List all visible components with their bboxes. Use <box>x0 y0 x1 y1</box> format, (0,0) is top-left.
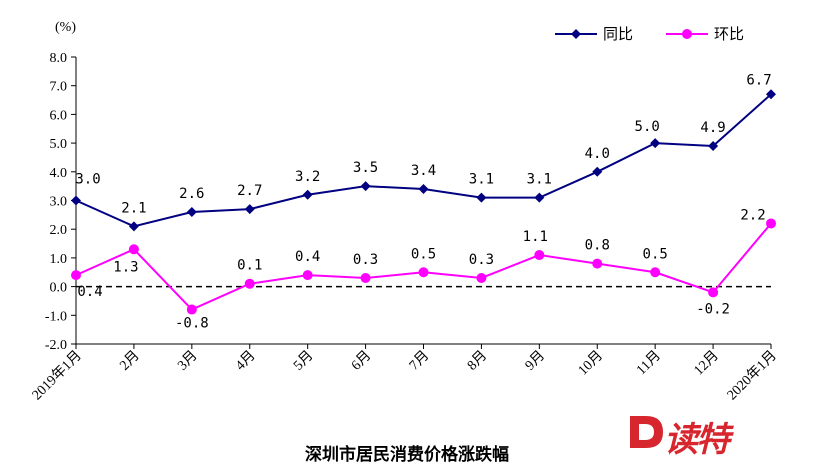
series-point <box>186 304 197 315</box>
data-label: 3.4 <box>411 163 436 179</box>
series-point <box>708 140 719 151</box>
x-tick-label: 5月 <box>290 348 316 374</box>
data-label: 1.1 <box>523 229 548 245</box>
legend-marker <box>682 29 692 39</box>
x-tick-label: 6月 <box>348 348 374 374</box>
watermark-logo: 读特 <box>626 410 776 466</box>
data-label: 5.0 <box>635 119 660 135</box>
x-tick-label: 9月 <box>522 348 548 374</box>
data-label: 0.8 <box>585 238 610 254</box>
series-point <box>186 206 197 217</box>
data-label: 4.9 <box>700 120 725 136</box>
data-label: 3.1 <box>469 172 494 188</box>
data-label: 0.3 <box>353 252 378 268</box>
data-label: 6.7 <box>746 72 771 88</box>
data-label: 0.1 <box>237 258 262 274</box>
series-point <box>708 287 719 298</box>
data-label: 0.5 <box>411 246 436 262</box>
x-tick-label: 12月 <box>691 348 722 379</box>
legend-label: 同比 <box>603 25 633 43</box>
data-label: 0.3 <box>469 252 494 268</box>
series-point <box>360 181 371 192</box>
data-label: 3.5 <box>353 160 378 176</box>
y-tick-label: -2.0 <box>45 338 67 353</box>
x-tick-label: 2019年1月 <box>29 348 85 404</box>
series-layer <box>71 89 776 315</box>
series-point <box>128 244 139 255</box>
series-point <box>418 184 429 195</box>
series-point <box>766 89 776 100</box>
series-point <box>534 250 545 261</box>
y-tick-label: 6.0 <box>50 108 68 123</box>
y-tick-label: 8.0 <box>50 51 68 66</box>
data-label: -0.8 <box>175 316 209 332</box>
series-point <box>302 270 313 281</box>
data-label: 1.3 <box>113 259 138 275</box>
series-line-1 <box>75 93 772 228</box>
data-label: 0.4 <box>295 249 320 265</box>
d-logo-icon <box>630 416 663 448</box>
data-label: -0.2 <box>696 301 730 317</box>
x-tick-label: 10月 <box>575 348 606 379</box>
y-tick-label: -1.0 <box>45 309 67 324</box>
data-label: 4.0 <box>585 146 610 162</box>
y-tick-label: 2.0 <box>50 223 68 238</box>
series-point <box>360 272 371 283</box>
series-point <box>418 267 429 278</box>
series-point <box>476 272 487 283</box>
y-tick-label: 7.0 <box>50 80 68 95</box>
series-point <box>244 204 255 215</box>
series-point <box>592 166 603 177</box>
series-point <box>302 189 313 200</box>
x-tick-label: 3月 <box>174 348 200 374</box>
data-label: 3.2 <box>295 169 320 185</box>
data-label: 2.6 <box>179 186 204 202</box>
series-point <box>534 192 545 203</box>
data-label: 0.4 <box>77 284 102 300</box>
chart-axes: -2.0 -1.0 0.0 1.0 2.0 3.0 4.0 5.0 6.0 7.0 8.0 2019年… <box>29 51 780 403</box>
watermark-text: 读特 <box>664 420 730 460</box>
series-point <box>650 138 661 149</box>
series-point <box>71 195 81 206</box>
data-label: 3.1 <box>527 172 552 188</box>
y-tick-label: 5.0 <box>50 137 68 152</box>
series-line-2 <box>75 222 772 311</box>
y-tick-label: 1.0 <box>50 252 68 267</box>
data-label: 2.7 <box>237 183 262 199</box>
data-label: 3.0 <box>75 172 100 188</box>
line-chart: -2.0 -1.0 0.0 1.0 2.0 3.0 4.0 5.0 6.0 7.0 8.0 2019年… <box>29 20 780 403</box>
series-point <box>766 218 776 229</box>
data-label: 0.5 <box>643 246 668 262</box>
y-tick-label: 0.0 <box>50 281 68 296</box>
legend: 同比 环比 <box>555 25 744 43</box>
x-tick-label: 2月 <box>117 348 143 374</box>
x-tick-label: 2020年1月 <box>724 348 780 404</box>
data-label: 2.1 <box>121 200 146 216</box>
series-point <box>476 192 487 203</box>
x-tick-label: 4月 <box>232 348 258 374</box>
series-point <box>650 267 661 278</box>
x-tick-label: 8月 <box>464 348 490 374</box>
data-labels: 3.0 2.1 2.6 2.7 3.2 3.5 3.4 3.1 3.1 4.0 5.0 4.9 6.7 0… <box>75 72 771 331</box>
legend-marker <box>571 29 581 39</box>
data-label: 2.2 <box>740 207 765 223</box>
series-point <box>592 258 603 269</box>
chart-caption: 深圳市居民消费价格涨跌幅 <box>305 445 509 465</box>
y-tick-label: 3.0 <box>50 195 68 210</box>
y-tick-label: 4.0 <box>50 166 68 181</box>
series-point <box>244 278 255 289</box>
x-tick-label: 11月 <box>633 348 664 379</box>
series-point <box>71 270 81 281</box>
x-tick-label: 7月 <box>406 348 432 374</box>
series-point <box>128 221 139 232</box>
legend-label: 环比 <box>714 25 744 43</box>
y-unit-label: (%) <box>55 20 76 35</box>
